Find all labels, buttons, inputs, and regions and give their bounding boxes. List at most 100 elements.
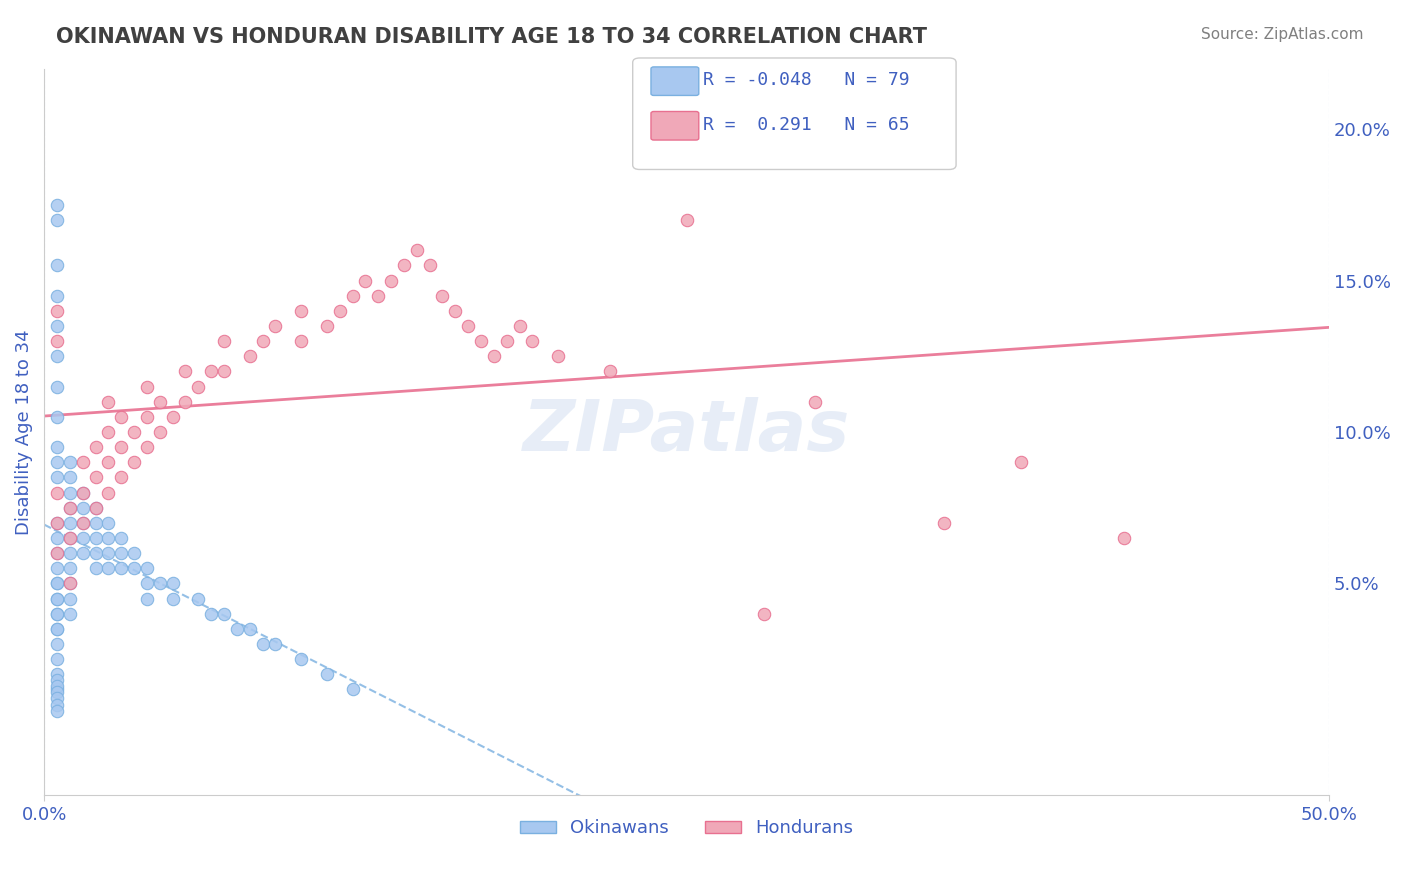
Point	[72, 485, 94, 500]
Point	[804, 394, 827, 409]
Point	[72, 546, 94, 560]
Point	[122, 455, 145, 469]
Point	[135, 440, 157, 454]
Point	[84, 500, 107, 515]
Point	[110, 409, 132, 424]
Point	[46, 379, 69, 393]
Point	[444, 303, 467, 318]
Point	[187, 591, 209, 606]
Point	[187, 379, 209, 393]
Point	[752, 607, 775, 621]
Point	[675, 213, 697, 227]
Point	[174, 364, 197, 378]
Point	[46, 591, 69, 606]
Point	[97, 425, 120, 439]
Point	[495, 334, 517, 348]
Point	[315, 318, 337, 333]
Point	[46, 198, 69, 212]
Point	[46, 576, 69, 591]
Point	[239, 349, 262, 363]
Point	[264, 637, 287, 651]
Point	[59, 591, 82, 606]
Point	[110, 440, 132, 454]
Point	[342, 682, 364, 697]
Point	[59, 576, 82, 591]
Point	[59, 531, 82, 545]
Point	[149, 394, 172, 409]
Point	[162, 576, 184, 591]
Point	[225, 622, 247, 636]
Point	[46, 455, 69, 469]
Point	[46, 682, 69, 697]
Point	[212, 607, 235, 621]
Point	[46, 349, 69, 363]
Point	[482, 349, 505, 363]
Point	[380, 273, 402, 287]
Text: OKINAWAN VS HONDURAN DISABILITY AGE 18 TO 34 CORRELATION CHART: OKINAWAN VS HONDURAN DISABILITY AGE 18 T…	[56, 27, 927, 46]
Point	[110, 470, 132, 484]
Point	[135, 561, 157, 575]
Point	[46, 691, 69, 706]
Point	[354, 273, 377, 287]
Point	[46, 607, 69, 621]
Point	[84, 500, 107, 515]
Point	[46, 334, 69, 348]
Point	[59, 500, 82, 515]
Point	[46, 652, 69, 666]
Point	[84, 516, 107, 530]
Point	[59, 516, 82, 530]
Point	[46, 704, 69, 718]
Point	[392, 259, 415, 273]
Point	[59, 455, 82, 469]
Y-axis label: Disability Age 18 to 34: Disability Age 18 to 34	[15, 329, 32, 535]
Point	[457, 318, 479, 333]
Point	[72, 516, 94, 530]
Point	[46, 259, 69, 273]
Point	[932, 516, 955, 530]
Point	[46, 698, 69, 712]
Point	[135, 379, 157, 393]
Point	[264, 318, 287, 333]
Point	[46, 561, 69, 575]
Point	[84, 561, 107, 575]
Point	[1010, 455, 1032, 469]
Point	[290, 334, 312, 348]
Point	[72, 485, 94, 500]
Point	[1112, 531, 1135, 545]
Point	[432, 288, 454, 302]
Point	[59, 576, 82, 591]
Point	[46, 485, 69, 500]
Point	[46, 576, 69, 591]
Point	[46, 303, 69, 318]
Point	[97, 531, 120, 545]
Point	[84, 470, 107, 484]
Point	[46, 622, 69, 636]
Point	[200, 607, 222, 621]
Point	[135, 409, 157, 424]
Point	[212, 364, 235, 378]
Point	[72, 455, 94, 469]
Point	[97, 516, 120, 530]
Point	[522, 334, 544, 348]
Point	[290, 652, 312, 666]
Point	[46, 318, 69, 333]
Point	[46, 673, 69, 688]
Point	[46, 516, 69, 530]
Point	[149, 425, 172, 439]
Point	[97, 485, 120, 500]
Point	[200, 364, 222, 378]
Point	[46, 607, 69, 621]
Point	[97, 394, 120, 409]
Point	[84, 531, 107, 545]
Point	[46, 409, 69, 424]
Point	[174, 394, 197, 409]
Point	[59, 500, 82, 515]
Point	[419, 259, 441, 273]
Point	[59, 561, 82, 575]
Point	[162, 591, 184, 606]
Point	[97, 455, 120, 469]
Legend: Okinawans, Hondurans: Okinawans, Hondurans	[512, 812, 860, 845]
Point	[72, 531, 94, 545]
Point	[46, 288, 69, 302]
Point	[290, 303, 312, 318]
